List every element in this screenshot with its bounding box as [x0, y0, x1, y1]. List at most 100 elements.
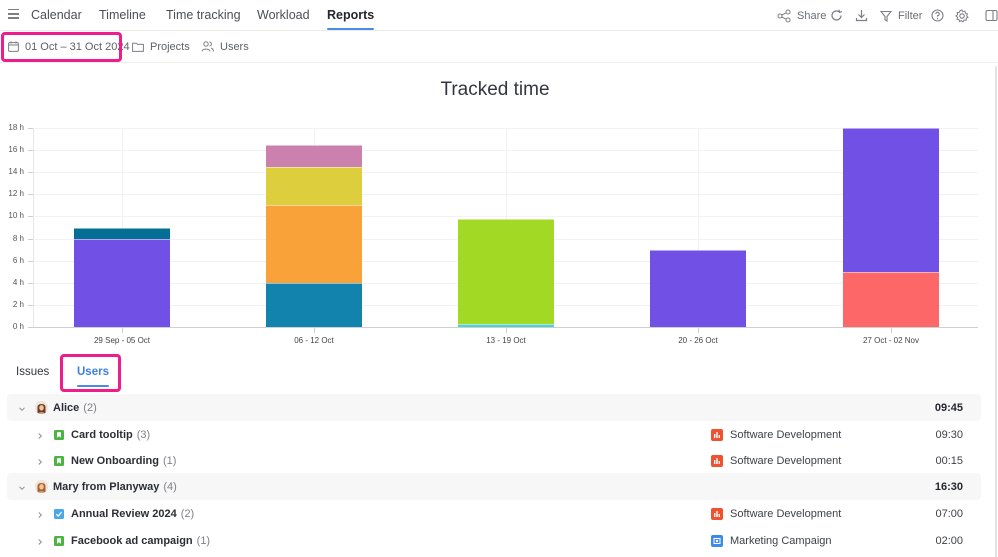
- x-tick-mark: [314, 328, 315, 333]
- x-tick-label: 29 Sep - 05 Oct: [93, 336, 151, 345]
- bar-2[interactable]: [458, 219, 554, 327]
- bar-1[interactable]: [266, 144, 362, 327]
- help-button[interactable]: [931, 7, 944, 24]
- bar-0[interactable]: [74, 227, 170, 327]
- issue-name[interactable]: New Onboarding (1): [71, 454, 177, 467]
- entry-count: (3): [136, 428, 151, 441]
- bar-3[interactable]: [650, 249, 746, 327]
- x-tick-mark: [698, 328, 699, 333]
- download-button[interactable]: [855, 7, 868, 24]
- user-group-row[interactable]: Alice (2) 09:45: [7, 394, 981, 421]
- share-button[interactable]: Share: [777, 7, 826, 24]
- tab-users[interactable]: Users: [77, 360, 109, 387]
- entry-count: (1): [196, 534, 211, 547]
- project-name: Marketing Campaign: [730, 534, 832, 547]
- hamburger-menu-icon[interactable]: [8, 9, 19, 19]
- y-tick-label: 0 h: [12, 322, 24, 331]
- chart-title: Tracked time: [440, 79, 550, 100]
- tab-reports[interactable]: Reports: [327, 0, 375, 31]
- story-icon: [54, 429, 64, 440]
- bar-segment[interactable]: [74, 238, 170, 327]
- tab-users-label: Users: [77, 366, 109, 378]
- y-tick-label: 12 h: [8, 189, 24, 198]
- top-navigation: Calendar Timeline Time tracking Workload…: [0, 0, 998, 31]
- date-range-label: 01 Oct – 31 Oct 2024: [25, 40, 130, 53]
- folder-icon: [132, 42, 144, 52]
- chevron-right-icon[interactable]: [36, 537, 44, 545]
- y-tick-label: 18 h: [8, 123, 24, 132]
- project-name: Software Development: [730, 454, 842, 467]
- gridline: [33, 216, 978, 217]
- chevron-right-icon[interactable]: [36, 510, 44, 518]
- issue-row[interactable]: Facebook ad campaign (1) Marketing Campaig…: [7, 527, 981, 554]
- y-tick-mark: [28, 150, 33, 151]
- panel-toggle-icon: [985, 9, 998, 22]
- filter-label: Filter: [898, 9, 923, 22]
- tab-time-tracking[interactable]: Time tracking: [166, 8, 241, 22]
- bar-segment[interactable]: [266, 166, 362, 206]
- issue-row[interactable]: Card tooltip (3) Software Development 09:30: [7, 421, 981, 448]
- filter-button[interactable]: Filter: [880, 7, 922, 24]
- x-tick-label: 20 - 26 Oct: [678, 336, 718, 345]
- bar-segment[interactable]: [458, 324, 554, 327]
- gridline: [33, 128, 978, 129]
- y-tick-label: 10 h: [8, 211, 24, 220]
- avatar-mary: [35, 480, 48, 493]
- tab-workload[interactable]: Workload: [257, 8, 310, 22]
- x-axis: [33, 327, 978, 328]
- projects-label: Projects: [150, 40, 190, 53]
- project-name: Software Development: [730, 428, 842, 441]
- issue-count: (4): [163, 480, 177, 493]
- bar-segment[interactable]: [458, 219, 554, 325]
- user-name: Alice (2): [53, 401, 97, 414]
- y-tick-label: 6 h: [12, 256, 24, 265]
- issue-name[interactable]: Card tooltip (3): [71, 428, 151, 441]
- bar-4[interactable]: [843, 128, 939, 327]
- users-icon: [201, 41, 214, 52]
- bar-segment[interactable]: [266, 282, 362, 327]
- avatar-alice: [35, 401, 48, 414]
- panel-toggle-button[interactable]: [985, 7, 998, 24]
- share-label: Share: [797, 9, 827, 22]
- chevron-down-icon[interactable]: [18, 483, 26, 491]
- settings-button[interactable]: [955, 7, 969, 24]
- scrollbar[interactable]: [995, 66, 997, 557]
- issue-name[interactable]: Facebook ad campaign (1): [71, 534, 211, 547]
- tracked-time: 09:30: [935, 428, 963, 441]
- bar-segment[interactable]: [266, 144, 362, 167]
- bar-segment[interactable]: [74, 227, 170, 239]
- x-tick-label: 13 - 19 Oct: [486, 336, 526, 345]
- tab-issues[interactable]: Issues: [16, 366, 50, 378]
- tab-timeline[interactable]: Timeline: [99, 8, 146, 22]
- y-tick-mark: [28, 261, 33, 262]
- project-name: Software Development: [730, 507, 842, 520]
- user-group-row[interactable]: Mary from Planyway (4) 16:30: [7, 473, 981, 500]
- tab-calendar[interactable]: Calendar: [31, 8, 82, 22]
- chevron-right-icon[interactable]: [36, 457, 44, 465]
- gridline: [33, 172, 978, 173]
- chevron-right-icon[interactable]: [36, 431, 44, 439]
- calendar-icon: [8, 41, 19, 52]
- chevron-down-icon[interactable]: [18, 404, 26, 412]
- y-axis: [33, 128, 34, 328]
- bar-segment[interactable]: [266, 205, 362, 283]
- date-range-picker[interactable]: 01 Oct – 31 Oct 2024: [8, 31, 130, 62]
- bar-segment[interactable]: [843, 128, 939, 272]
- issue-row[interactable]: New Onboarding (1) Software Development 00:…: [7, 447, 981, 474]
- issue-name[interactable]: Annual Review 2024 (2): [71, 507, 195, 520]
- projects-filter[interactable]: Projects: [132, 31, 190, 62]
- help-icon: [931, 9, 944, 22]
- total-time: 16:30: [934, 480, 963, 493]
- gridline: [33, 194, 978, 195]
- bar-segment[interactable]: [650, 249, 746, 327]
- vertical-gridline: [122, 128, 123, 327]
- software-project-icon: [711, 428, 723, 441]
- issue-row[interactable]: Annual Review 2024 (2) Software Developmen…: [7, 500, 981, 527]
- x-tick-mark: [506, 328, 507, 333]
- refresh-button[interactable]: [830, 7, 843, 24]
- y-tick-mark: [28, 216, 33, 217]
- bar-segment[interactable]: [843, 271, 939, 327]
- users-filter[interactable]: Users: [201, 31, 249, 62]
- total-time: 09:45: [934, 401, 963, 414]
- issue-count: (2): [83, 401, 97, 414]
